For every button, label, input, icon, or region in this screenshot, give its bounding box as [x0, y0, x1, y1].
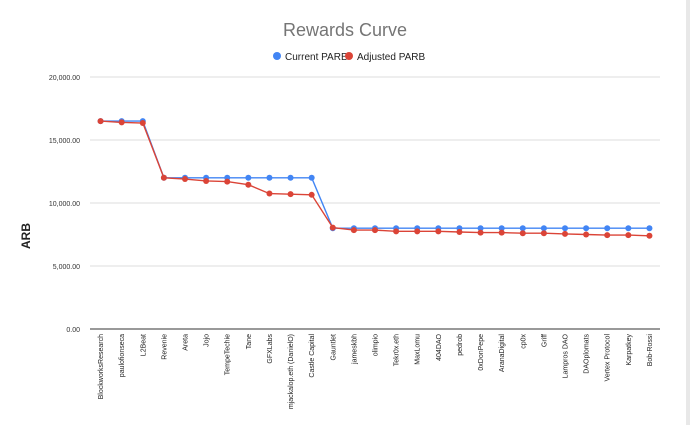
data-point-adjusted-parb — [372, 227, 378, 234]
data-point-current-parb — [540, 225, 547, 232]
data-point-adjusted-parb — [414, 228, 421, 235]
data-point-adjusted-parb — [308, 191, 315, 198]
x-tick-label: TempeTechie — [225, 334, 232, 375]
x-tick-label: AranaDigital — [499, 334, 506, 373]
data-point-current-parb — [308, 174, 315, 181]
x-tick-label: pauloﬁonseca — [119, 334, 126, 377]
x-tick-label: L2Beat — [140, 334, 147, 356]
y-tick-label: 10,000.00 — [49, 201, 80, 208]
data-point-current-parb — [287, 174, 294, 181]
legend: Current PARB Adjusted PARB — [273, 52, 426, 63]
x-axis-ticks: BlockworksResearch pauloﬁonseca L2Beat Reve… — [98, 333, 654, 409]
data-point-adjusted-parb — [203, 177, 210, 184]
data-point-current-parb — [477, 225, 484, 232]
data-point-adjusted-parb — [435, 228, 442, 235]
data-point-adjusted-parb — [456, 228, 463, 235]
data-point-adjusted-parb — [160, 174, 167, 181]
y-axis-title: ARB — [19, 223, 33, 249]
data-point-adjusted-parb — [329, 224, 336, 231]
data-point-adjusted-parb — [583, 231, 590, 238]
gridlines — [90, 76, 660, 330]
data-point-adjusted-parb — [139, 119, 146, 126]
series-line-current-parb — [100, 120, 650, 229]
x-tick-label: Revenie — [161, 334, 168, 360]
data-point-current-parb — [583, 225, 590, 232]
data-point-current-parb — [625, 225, 632, 232]
data-point-adjusted-parb — [245, 181, 252, 188]
data-point-adjusted-parb — [477, 229, 484, 236]
x-tick-label: 404DAO — [436, 333, 443, 360]
x-tick-label: Tekr0x.eth — [394, 334, 401, 366]
data-point-adjusted-parb — [350, 227, 357, 234]
legend-marker-adjusted-parb — [345, 52, 353, 60]
data-point-adjusted-parb — [118, 119, 125, 126]
legend-label-current-parb: Current PARB — [285, 52, 348, 63]
data-point-adjusted-parb — [224, 178, 231, 185]
window-edge — [686, 0, 690, 425]
x-tick-label: olimpio — [373, 334, 380, 356]
data-point-adjusted-parb — [393, 228, 400, 235]
chart-title: Rewards Curve — [283, 20, 407, 40]
y-tick-label: 5,000.00 — [53, 264, 80, 271]
x-tick-label: Castle Capital — [309, 334, 316, 378]
x-tick-label: DAOplomats — [584, 334, 591, 374]
x-tick-label: 0xDonPepe — [478, 334, 485, 371]
data-point-adjusted-parb — [97, 118, 104, 125]
x-tick-label: MaxLomu — [415, 334, 422, 365]
data-point-current-parb — [245, 174, 252, 181]
data-point-adjusted-parb — [604, 232, 611, 239]
x-tick-label: Tane — [246, 334, 253, 349]
y-axis-ticks: 0.00 5,000.00 10,000.00 15,000.00 20,000.00 — [49, 75, 80, 334]
x-tick-label: Karpatkey — [626, 334, 633, 366]
x-tick-label: Vertex Protocol — [605, 334, 612, 382]
x-tick-label: cp0x — [520, 334, 527, 349]
data-point-adjusted-parb — [182, 176, 188, 183]
data-point-current-parb — [266, 174, 273, 181]
legend-label-adjusted-parb: Adjusted PARB — [357, 52, 426, 63]
data-point-adjusted-parb — [625, 232, 632, 239]
data-point-adjusted-parb — [519, 230, 526, 237]
x-tick-label: Jojo — [204, 334, 211, 347]
x-tick-label: Bob-Rossi — [647, 334, 654, 367]
x-tick-label: Griff — [541, 334, 548, 347]
data-point-current-parb — [519, 225, 526, 232]
legend-marker-current-parb — [273, 52, 281, 60]
data-point-current-parb — [646, 225, 653, 232]
data-point-current-parb — [562, 225, 568, 232]
x-tick-label: pedrob — [457, 334, 464, 356]
data-point-adjusted-parb — [562, 230, 568, 237]
y-tick-label: 0.00 — [66, 327, 80, 334]
data-point-adjusted-parb — [646, 232, 653, 239]
x-tick-label: Gauntlet — [330, 334, 337, 361]
x-tick-label: Lampros DAO — [563, 333, 570, 378]
x-tick-label: mjackalop.eth (DanielO) — [288, 334, 295, 409]
data-point-adjusted-parb — [266, 190, 273, 197]
x-tick-label: Areta — [183, 334, 190, 351]
series-points — [97, 118, 653, 239]
y-tick-label: 20,000.00 — [49, 75, 80, 82]
x-tick-label: jameskbh — [351, 334, 358, 365]
data-point-adjusted-parb — [287, 191, 294, 198]
data-point-current-parb — [604, 225, 611, 232]
data-point-adjusted-parb — [498, 229, 505, 236]
x-tick-label: GFXLabs — [267, 334, 274, 364]
data-point-adjusted-parb — [540, 230, 547, 237]
data-point-current-parb — [498, 225, 505, 232]
x-tick-label: BlockworksResearch — [98, 334, 105, 399]
y-tick-label: 15,000.00 — [49, 138, 80, 145]
